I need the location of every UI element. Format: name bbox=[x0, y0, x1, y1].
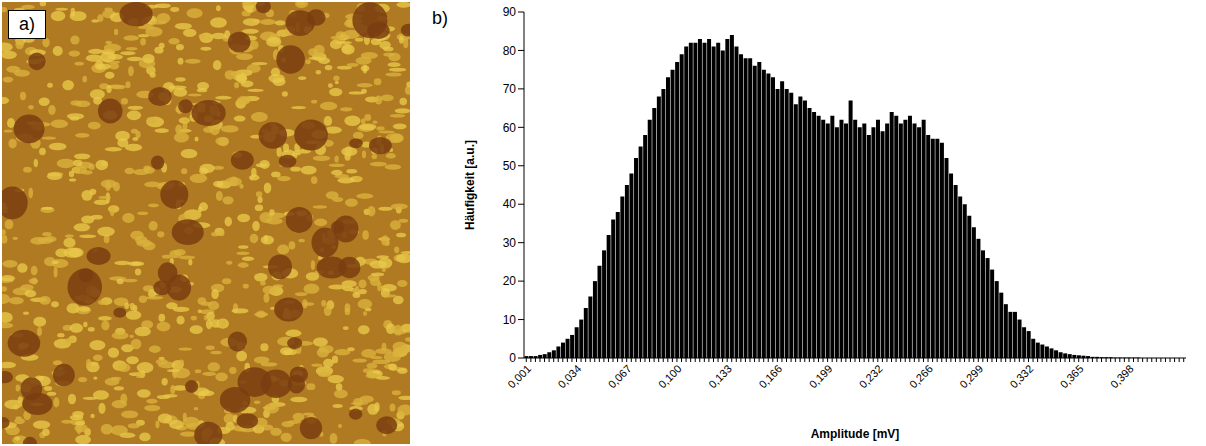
svg-text:0,266: 0,266 bbox=[907, 362, 935, 390]
svg-text:50: 50 bbox=[503, 159, 517, 173]
svg-text:0,133: 0,133 bbox=[706, 362, 734, 390]
svg-text:0,232: 0,232 bbox=[857, 362, 885, 390]
svg-text:0,100: 0,100 bbox=[656, 362, 684, 390]
svg-text:10: 10 bbox=[503, 313, 517, 327]
svg-text:30: 30 bbox=[503, 236, 517, 250]
svg-text:0,166: 0,166 bbox=[756, 362, 784, 390]
svg-text:0,398: 0,398 bbox=[1108, 362, 1136, 390]
svg-text:0,199: 0,199 bbox=[807, 362, 835, 390]
svg-text:20: 20 bbox=[503, 274, 517, 288]
svg-text:60: 60 bbox=[503, 121, 517, 135]
svg-text:Häufigkeit [a.u.]: Häufigkeit [a.u.] bbox=[463, 140, 477, 230]
svg-text:70: 70 bbox=[503, 82, 517, 96]
svg-text:0,034: 0,034 bbox=[555, 362, 583, 390]
svg-text:80: 80 bbox=[503, 44, 517, 58]
svg-text:0,067: 0,067 bbox=[606, 362, 634, 390]
svg-text:0,332: 0,332 bbox=[1007, 362, 1035, 390]
html-text:a): a) bbox=[19, 14, 35, 34]
svg-text:0,001: 0,001 bbox=[505, 362, 533, 390]
html-text:b): b) bbox=[432, 8, 448, 28]
svg-text:Amplitude [mV]: Amplitude [mV] bbox=[811, 427, 900, 441]
svg-text:0,299: 0,299 bbox=[957, 362, 985, 390]
svg-text:40: 40 bbox=[503, 197, 517, 211]
svg-text:0,365: 0,365 bbox=[1058, 362, 1086, 390]
svg-text:90: 90 bbox=[503, 5, 517, 19]
svg-text:0: 0 bbox=[509, 351, 516, 365]
